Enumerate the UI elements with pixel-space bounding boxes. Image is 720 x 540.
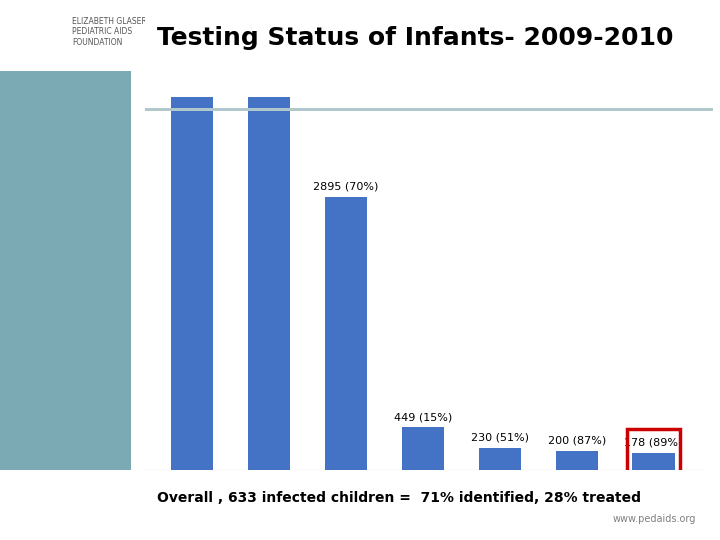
Bar xyxy=(248,84,290,470)
Bar xyxy=(325,197,367,470)
Bar xyxy=(402,428,444,470)
Text: 4226: 4226 xyxy=(178,57,206,66)
Text: 449 (15%): 449 (15%) xyxy=(394,413,452,422)
Text: Overall , 633 infected children =  71% identified, 28% treated: Overall , 633 infected children = 71% id… xyxy=(157,491,641,505)
Text: Testing Status of Infants- 2009-2010: Testing Status of Infants- 2009-2010 xyxy=(157,25,673,50)
Text: 200 (87%): 200 (87%) xyxy=(547,436,606,446)
Bar xyxy=(632,453,675,470)
Bar xyxy=(479,448,521,470)
Text: 4099 (97%): 4099 (97%) xyxy=(236,69,302,78)
Text: www.pedaids.org: www.pedaids.org xyxy=(613,514,696,524)
Text: 178 (89%): 178 (89%) xyxy=(624,438,683,448)
Text: 2895 (70%): 2895 (70%) xyxy=(313,182,379,192)
Text: 230 (51%): 230 (51%) xyxy=(471,433,528,443)
Bar xyxy=(171,72,213,470)
Text: ELIZABETH GLASER
PEDIATRIC AIDS
FOUNDATION: ELIZABETH GLASER PEDIATRIC AIDS FOUNDATI… xyxy=(72,17,147,47)
Bar xyxy=(556,451,598,470)
